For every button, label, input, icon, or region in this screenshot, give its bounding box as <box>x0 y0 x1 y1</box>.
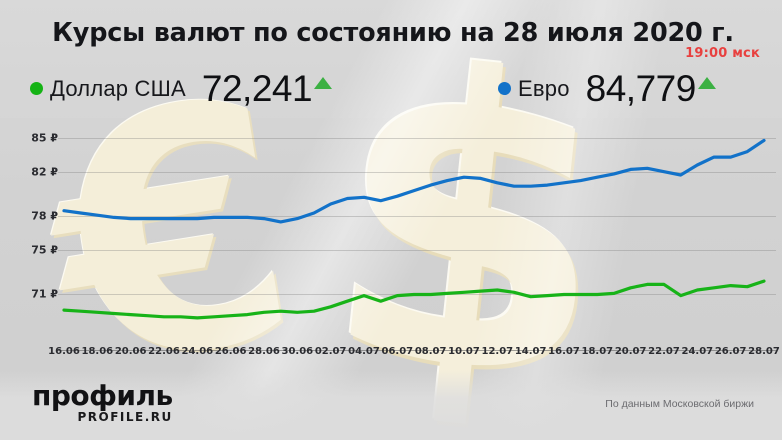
x-axis-line <box>58 350 776 351</box>
x-tick-label: 02.07 <box>314 346 347 357</box>
x-tick-label: 28.07 <box>748 346 780 357</box>
legend-item-eur: Евро 84,779 <box>498 70 716 107</box>
usd-triangle-up-icon <box>314 77 333 89</box>
x-tick-label: 18.06 <box>81 346 114 357</box>
x-axis-labels: 16.06 18.06 20.06 22.06 24.06 26.06 28.06 30.06… <box>48 346 780 370</box>
x-tick-label: 24.07 <box>681 346 714 357</box>
series-line-usd <box>64 281 764 318</box>
legend-item-usd: Доллар США 72,241 <box>30 68 333 109</box>
plot-area <box>58 110 776 360</box>
x-tick-label: 18.07 <box>581 346 614 357</box>
y-axis-labels: 71 ₽ 75 ₽ 78 ₽ 82 ₽ 85 ₽ <box>0 110 58 360</box>
footer: профиль PROFILE.RU По данным Московской … <box>0 372 782 440</box>
x-tick-label: 06.07 <box>381 346 414 357</box>
y-tick-label: 71 ₽ <box>31 287 58 301</box>
usd-rate-value: 72,241 <box>201 68 313 109</box>
series-line-eur <box>64 140 764 222</box>
usd-color-dot-icon <box>30 82 43 95</box>
x-tick-label: 16.07 <box>548 346 580 357</box>
source-note: По данным Московской биржи <box>605 398 754 410</box>
profile-logo[interactable]: профиль PROFILE.RU <box>32 382 173 424</box>
time-note: 19:00 мск <box>685 46 760 61</box>
logo-domain: PROFILE.RU <box>77 410 173 424</box>
x-tick-label: 20.07 <box>614 346 647 357</box>
logo-wordmark: профиль <box>32 379 173 412</box>
y-tick-label: 75 ₽ <box>31 243 58 257</box>
header: Курсы валют по состоянию на 28 июля 2020… <box>0 0 782 118</box>
gridline <box>58 138 776 140</box>
x-tick-label: 12.07 <box>481 346 514 357</box>
x-tick-label: 22.07 <box>648 346 680 357</box>
x-tick-label: 10.07 <box>448 346 480 357</box>
y-tick-label: 82 ₽ <box>31 165 58 179</box>
x-tick-label: 20.06 <box>114 346 147 357</box>
x-tick-label: 24.06 <box>181 346 214 357</box>
y-tick-label: 78 ₽ <box>31 209 58 223</box>
eur-triangle-up-icon <box>697 77 716 89</box>
legend: Доллар США 72,241 Евро 84,779 <box>0 70 782 114</box>
gridline <box>58 216 776 218</box>
x-tick-label: 22.06 <box>148 346 180 357</box>
eur-color-dot-icon <box>498 82 511 95</box>
eur-label: Евро <box>518 75 570 101</box>
x-tick-label: 16.06 <box>48 346 80 357</box>
y-tick-label: 85 ₽ <box>31 131 58 145</box>
x-tick-label: 08.07 <box>414 346 447 357</box>
page-title: Курсы валют по состоянию на 28 июля 2020… <box>52 18 734 48</box>
x-tick-label: 28.06 <box>248 346 280 357</box>
x-tick-label: 14.07 <box>514 346 547 357</box>
x-tick-label: 04.07 <box>348 346 380 357</box>
eur-rate-value: 84,779 <box>585 68 697 109</box>
x-tick-label: 30.06 <box>281 346 314 357</box>
x-tick-label: 26.07 <box>714 346 747 357</box>
gridline <box>58 171 776 173</box>
x-tick-label: 26.06 <box>214 346 247 357</box>
currency-line-chart: 71 ₽75 ₽78 ₽82 ₽85 ₽ 16.06 18.06 20.06 22.0… <box>0 110 782 360</box>
gridline <box>58 249 776 251</box>
usd-label: Доллар США <box>50 75 186 101</box>
series-lines <box>58 110 776 360</box>
